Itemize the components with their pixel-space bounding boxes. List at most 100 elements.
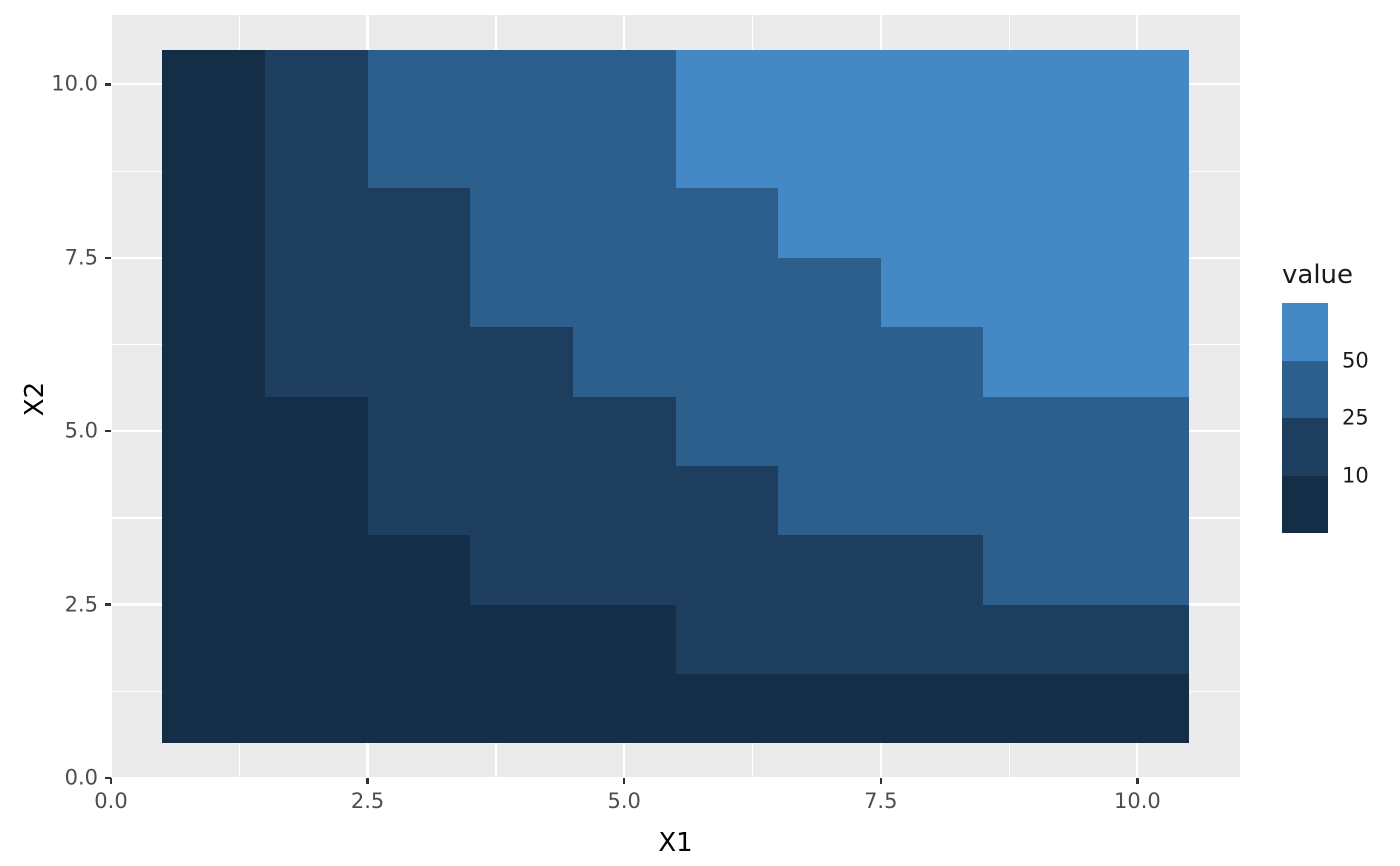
heatmap-tile [881, 466, 983, 535]
heatmap-tile [676, 397, 778, 466]
heatmap-tile [470, 50, 573, 119]
legend-break-label: 50 [1342, 348, 1369, 372]
x-tick-label: 2.5 [350, 789, 385, 813]
heatmap-tile [162, 466, 265, 535]
heatmap-tile [368, 605, 470, 674]
legend-color-cell [1282, 303, 1328, 361]
heatmap-tile [573, 327, 676, 397]
x-tick-mark [109, 778, 113, 784]
heatmap-tile [881, 605, 983, 674]
heatmap-tile [676, 466, 778, 535]
heatmap-tile [470, 605, 573, 674]
heatmap-tile [162, 674, 265, 743]
heatmap-tile [778, 327, 881, 397]
heatmap-tile [1086, 50, 1189, 119]
heatmap-tile [265, 535, 368, 605]
heatmap-tile [676, 188, 778, 258]
heatmap-tile [265, 188, 368, 258]
heatmap-tile [265, 674, 368, 743]
heatmap-tile [676, 50, 778, 119]
legend-color-cell [1282, 475, 1328, 533]
heatmap-tile [778, 397, 881, 466]
heatmap-tile [470, 535, 573, 605]
heatmap-tile [162, 327, 265, 397]
heatmap-tile [265, 466, 368, 535]
heatmap-tile [368, 50, 470, 119]
heatmap-tile [162, 188, 265, 258]
y-tick-label: 0.0 [64, 765, 98, 790]
heatmap-tile [778, 674, 881, 743]
heatmap-tile [1086, 605, 1189, 674]
heatmap-tile [778, 535, 881, 605]
legend: value 50 25 10 [1282, 262, 1400, 542]
x-tick-mark [1136, 778, 1139, 784]
heatmap-tile [778, 605, 881, 674]
major-gridline-vertical [111, 15, 113, 778]
heatmap-tile [368, 188, 470, 258]
heatmap-tile [676, 327, 778, 397]
heatmap-tile [881, 397, 983, 466]
x-tick-label: 7.5 [864, 789, 898, 813]
heatmap-tile [470, 188, 573, 258]
heatmap-tile [162, 258, 265, 327]
plot-panel [111, 15, 1240, 778]
x-tick-label: 0.0 [94, 789, 128, 813]
y-tick-label: 2.5 [64, 592, 98, 617]
x-tick-mark [366, 778, 369, 784]
heatmap-tile [881, 674, 983, 743]
legend-break-label: 25 [1342, 405, 1369, 430]
heatmap-tile [162, 605, 265, 674]
heatmap-tile [265, 50, 368, 119]
x-tick-mark [879, 778, 883, 784]
heatmap-tile [265, 605, 368, 674]
heatmap-tile [162, 50, 265, 119]
heatmap-tile [778, 50, 881, 119]
heatmap-tile [676, 119, 778, 188]
heatmap-tile [265, 119, 368, 188]
heatmap-tile [983, 397, 1086, 466]
y-tick-mark [105, 83, 111, 86]
legend-colorbar [1282, 303, 1328, 533]
heatmap-tile [778, 119, 881, 188]
heatmap-tile [778, 188, 881, 258]
heatmap-tile [368, 258, 470, 327]
heatmap-tile [881, 535, 983, 605]
heatmap-tile [162, 119, 265, 188]
heatmap-tile [881, 327, 983, 397]
heatmap-tile [162, 397, 265, 466]
x-tick-mark [622, 778, 626, 784]
heatmap-tile [983, 466, 1086, 535]
heatmap-tile [573, 50, 676, 119]
x-tick-label: 10.0 [1113, 789, 1161, 813]
heatmap-tile [676, 605, 778, 674]
y-tick-mark [105, 603, 111, 606]
heatmap-tile [1086, 119, 1189, 188]
heatmap-tile [881, 188, 983, 258]
heatmap-tile [265, 397, 368, 466]
x-tick-label: 5.0 [607, 789, 641, 813]
legend-title: value [1282, 260, 1354, 290]
heatmap-tile [265, 258, 368, 327]
heatmap-tile [676, 535, 778, 605]
y-tick-label: 10.0 [51, 71, 98, 96]
heatmap-tile [470, 397, 573, 466]
heatmap-tile [162, 535, 265, 605]
heatmap-tile [573, 119, 676, 188]
heatmap-tile [368, 119, 470, 188]
heatmap-tile [368, 397, 470, 466]
heatmap-tile [573, 605, 676, 674]
heatmap-tile [470, 674, 573, 743]
heatmap-tile [1086, 466, 1189, 535]
major-gridline-horizontal [111, 776, 1240, 778]
heatmap-tile [470, 258, 573, 327]
heatmap-tile [983, 188, 1086, 258]
heatmap-tile [573, 674, 676, 743]
y-tick-label: 5.0 [64, 418, 98, 443]
heatmap-tile [573, 535, 676, 605]
heatmap-tile [881, 50, 983, 119]
heatmap-tile [368, 674, 470, 743]
heatmap-tile [983, 50, 1086, 119]
y-axis-title: X2 [20, 381, 50, 417]
heatmap-tile [573, 188, 676, 258]
x-axis-title: X1 [658, 828, 693, 858]
